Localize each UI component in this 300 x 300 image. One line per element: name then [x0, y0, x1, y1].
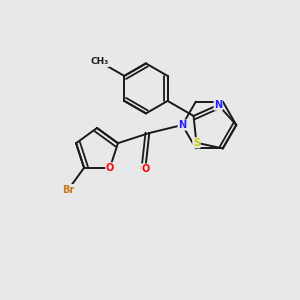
- Text: N: N: [214, 100, 222, 110]
- Text: N: N: [178, 120, 186, 130]
- Text: S: S: [193, 138, 200, 148]
- Text: O: O: [141, 164, 149, 174]
- Text: Br: Br: [62, 184, 74, 195]
- Text: CH₃: CH₃: [91, 57, 109, 66]
- Text: O: O: [106, 163, 114, 173]
